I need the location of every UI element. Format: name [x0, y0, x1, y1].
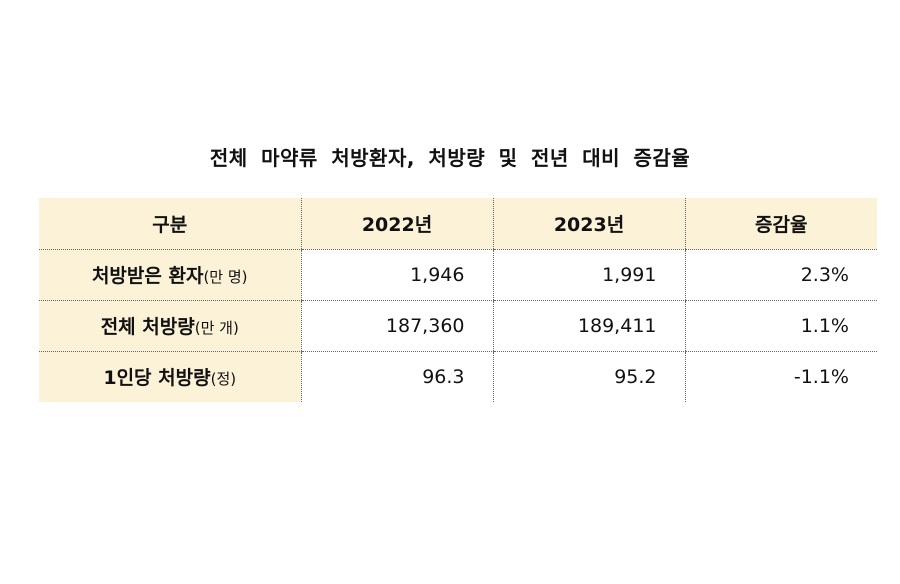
header-2023: 2023년 [492, 198, 685, 250]
row-label: 처방받은 환자(만 명) [39, 249, 301, 301]
row-label-text: 전체 처방량 [100, 316, 195, 338]
header-2022: 2022년 [300, 198, 493, 250]
cell-2022: 1,946 [300, 249, 493, 301]
row-unit: (정) [210, 370, 237, 389]
cell-2023: 95.2 [492, 351, 685, 402]
table-title: 전체 마약류 처방환자, 처방량 및 전년 대비 증감율 [209, 146, 691, 170]
table-row: 1인당 처방량(정) 96.3 95.2 -1.1% [39, 351, 877, 402]
cell-2022: 96.3 [300, 351, 493, 402]
row-label-text: 1인당 처방량 [103, 367, 211, 390]
row-unit: (만 개) [194, 319, 239, 337]
cell-2023: 189,411 [492, 300, 685, 352]
row-label: 전체 처방량(만 개) [39, 300, 301, 352]
table-row: 전체 처방량(만 개) 187,360 189,411 1.1% [39, 300, 877, 352]
header-row: 구분 2022년 2023년 증감율 [39, 198, 877, 250]
cell-change: 2.3% [684, 249, 877, 301]
cell-2023: 1,991 [492, 249, 685, 301]
cell-2022: 187,360 [300, 300, 493, 352]
prescription-stats-table: 구분 2022년 2023년 증감율 처방받은 환자(만 명) 1,946 1,… [39, 198, 877, 402]
cell-change: 1.1% [684, 300, 877, 352]
cell-change: -1.1% [684, 351, 877, 402]
table-row: 처방받은 환자(만 명) 1,946 1,991 2.3% [39, 249, 877, 301]
header-category: 구분 [39, 198, 301, 250]
row-label: 1인당 처방량(정) [39, 351, 301, 402]
row-unit: (만 명) [203, 268, 248, 286]
row-label-text: 처방받은 환자 [91, 265, 204, 287]
header-change-rate: 증감율 [684, 198, 877, 250]
